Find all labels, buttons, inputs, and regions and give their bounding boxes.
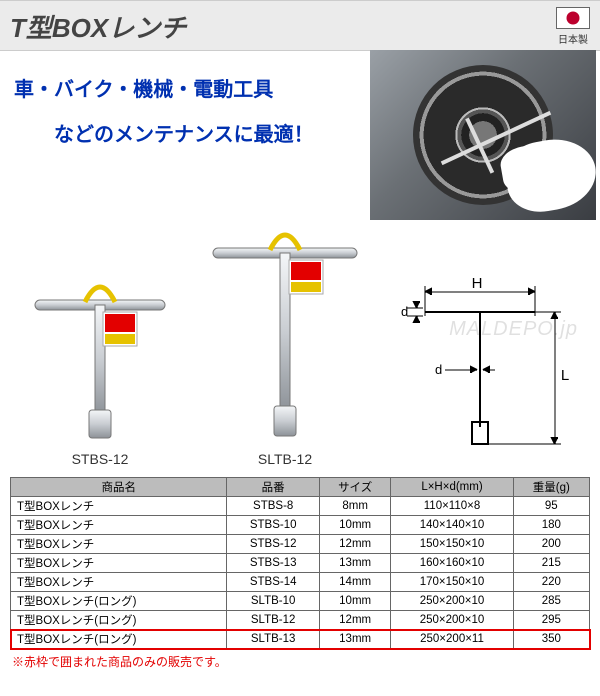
table-row: T型BOXレンチ(ロング)SLTB-1313mm250×200×11350 [11, 630, 590, 649]
cell-code: STBS-13 [227, 554, 319, 573]
cell-name: T型BOXレンチ(ロング) [11, 611, 227, 630]
t-wrench-short-icon [25, 272, 175, 442]
th-size: サイズ [319, 478, 391, 497]
flag-label: 日本製 [556, 31, 590, 46]
cell-dims: 250×200×10 [391, 592, 513, 611]
page-title: T型BOXレンチ [10, 8, 186, 45]
diagram-L-label: L [561, 367, 569, 384]
subtitle-line-1: 車・バイク・機械・電動工具 [14, 73, 590, 102]
cell-name: T型BOXレンチ(ロング) [11, 592, 227, 611]
diagram-d-label-2: d [435, 362, 442, 377]
table-row: T型BOXレンチ(ロング)SLTB-1010mm250×200×10285 [11, 592, 590, 611]
cell-weight: 215 [513, 554, 589, 573]
cell-dims: 250×200×11 [391, 630, 513, 649]
cell-dims: 170×150×10 [391, 573, 513, 592]
tool-short-label: STBS-12 [25, 451, 175, 467]
dimension-diagram-icon: H L d d [395, 272, 575, 462]
diagram-H-label: H [472, 275, 483, 292]
cell-dims: 160×160×10 [391, 554, 513, 573]
cell-dims: 140×140×10 [391, 516, 513, 535]
cell-code: STBS-8 [227, 497, 319, 516]
cell-size: 10mm [319, 592, 391, 611]
cell-weight: 295 [513, 611, 589, 630]
cell-dims: 110×110×8 [391, 497, 513, 516]
table-row: T型BOXレンチSTBS-1414mm170×150×10220 [11, 573, 590, 592]
cell-name: T型BOXレンチ [11, 497, 227, 516]
dimension-diagram: H L d d [395, 272, 575, 467]
table-row: T型BOXレンチSTBS-88mm110×110×895 [11, 497, 590, 516]
th-weight: 重量(g) [513, 478, 589, 497]
cell-weight: 95 [513, 497, 589, 516]
cell-code: STBS-10 [227, 516, 319, 535]
th-name: 商品名 [11, 478, 227, 497]
cell-weight: 180 [513, 516, 589, 535]
cell-size: 13mm [319, 630, 391, 649]
cell-size: 12mm [319, 535, 391, 554]
title-bar: T型BOXレンチ 日本製 [0, 0, 600, 51]
cell-code: SLTB-10 [227, 592, 319, 611]
cell-name: T型BOXレンチ [11, 573, 227, 592]
cell-size: 14mm [319, 573, 391, 592]
cell-dims: 150×150×10 [391, 535, 513, 554]
cell-size: 13mm [319, 554, 391, 573]
subtitle-area: 車・バイク・機械・電動工具 などのメンテナンスに最適！ [0, 51, 600, 157]
diagram-d-label-1: d [401, 304, 408, 319]
cell-weight: 220 [513, 573, 589, 592]
cell-weight: 200 [513, 535, 589, 554]
cell-code: STBS-14 [227, 573, 319, 592]
cell-weight: 350 [513, 630, 589, 649]
table-row: T型BOXレンチ(ロング)SLTB-1212mm250×200×10295 [11, 611, 590, 630]
cell-name: T型BOXレンチ(ロング) [11, 630, 227, 649]
japan-flag-icon [556, 7, 590, 29]
cell-dims: 250×200×10 [391, 611, 513, 630]
cell-weight: 285 [513, 592, 589, 611]
cell-size: 12mm [319, 611, 391, 630]
cell-name: T型BOXレンチ [11, 535, 227, 554]
cell-name: T型BOXレンチ [11, 516, 227, 535]
made-in-japan: 日本製 [556, 7, 590, 46]
subtitle-line-2: などのメンテナンスに最適！ [54, 118, 590, 147]
highlight-note: ※赤枠で囲まれた商品のみの販売です。 [12, 653, 600, 670]
th-code: 品番 [227, 478, 319, 497]
cell-size: 10mm [319, 516, 391, 535]
tool-long: SLTB-12 [205, 222, 365, 467]
table-row: T型BOXレンチSTBS-1313mm160×160×10215 [11, 554, 590, 573]
cell-code: SLTB-13 [227, 630, 319, 649]
cell-code: SLTB-12 [227, 611, 319, 630]
product-images-row: STBS-12 SLTB-12 [0, 237, 600, 467]
th-dims: L×H×d(mm) [391, 478, 513, 497]
table-row: T型BOXレンチSTBS-1010mm140×140×10180 [11, 516, 590, 535]
cell-size: 8mm [319, 497, 391, 516]
table-header-row: 商品名 品番 サイズ L×H×d(mm) 重量(g) [11, 478, 590, 497]
cell-code: STBS-12 [227, 535, 319, 554]
table-row: T型BOXレンチSTBS-1212mm150×150×10200 [11, 535, 590, 554]
spec-table: 商品名 品番 サイズ L×H×d(mm) 重量(g) T型BOXレンチSTBS-… [10, 477, 590, 649]
tool-long-label: SLTB-12 [205, 451, 365, 467]
tool-short: STBS-12 [25, 272, 175, 467]
cell-name: T型BOXレンチ [11, 554, 227, 573]
t-wrench-long-icon [205, 222, 365, 442]
